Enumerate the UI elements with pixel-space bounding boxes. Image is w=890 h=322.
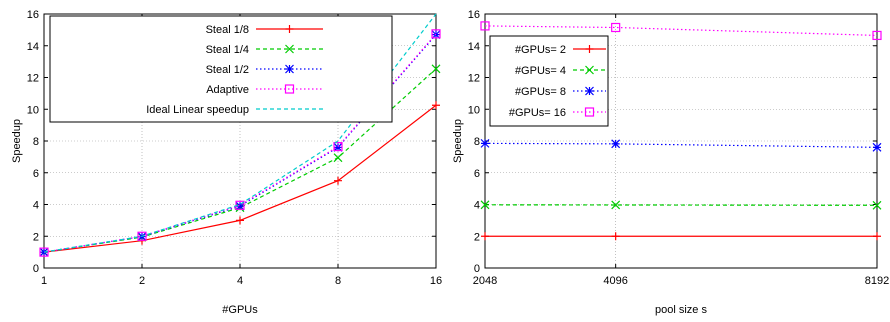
data-point [611, 22, 621, 33]
x-axis-label: #GPUs [222, 304, 258, 316]
y-tick-label: 8 [33, 136, 39, 148]
x-tick-label: 4 [237, 275, 243, 287]
legend-label: #GPUs= 4 [515, 65, 566, 77]
y-tick-label: 16 [468, 9, 480, 21]
data-point [333, 153, 343, 163]
data-point [432, 101, 440, 110]
data-point [39, 247, 49, 257]
data-point [137, 231, 147, 241]
legend-label: Adaptive [206, 84, 249, 96]
y-tick-label: 8 [474, 136, 480, 148]
data-point [235, 201, 245, 211]
legend-marker [584, 107, 595, 117]
y-tick-label: 2 [474, 231, 480, 243]
legend: Steal 1/8 Steal 1/4 Steal 1/2 Adaptive Ideal… [49, 15, 393, 123]
legend-box [489, 35, 609, 127]
legend-marker [585, 45, 594, 53]
legend-marker [285, 44, 294, 54]
x-tick-label: 8 [335, 275, 341, 287]
series-line [484, 142, 878, 148]
legend-marker [285, 64, 294, 74]
x-tick-label: 4096 [603, 275, 627, 287]
y-tick-label: 2 [33, 231, 39, 243]
legend-label: Steal 1/8 [206, 24, 249, 36]
data-point [431, 64, 441, 74]
x-tick-label: 2048 [473, 275, 497, 287]
data-point [872, 142, 882, 152]
data-point [611, 139, 621, 149]
legend-label: Steal 1/2 [206, 64, 249, 76]
y-axis-label: Speedup [452, 119, 464, 163]
legend-label: #GPUs= 16 [509, 107, 566, 119]
x-tick-label: 16 [430, 275, 442, 287]
y-tick-label: 0 [474, 263, 480, 275]
data-point [611, 200, 621, 210]
data-point [872, 200, 882, 210]
series-4 [39, 29, 441, 257]
series-2 [480, 200, 882, 210]
series-1 [40, 101, 440, 257]
legend-marker [585, 86, 594, 96]
legend-label: #GPUs= 2 [515, 44, 566, 56]
legend-label: Ideal Linear speedup [146, 104, 249, 116]
y-tick-label: 10 [468, 104, 480, 116]
x-tick-label: 8192 [865, 275, 889, 287]
data-point [872, 30, 882, 41]
x-axis-label: pool size s [655, 304, 707, 316]
x-tick-label: 2 [139, 275, 145, 287]
data-point [333, 141, 343, 152]
data-point [236, 216, 244, 225]
y-tick-label: 12 [27, 73, 39, 85]
data-point [873, 232, 881, 241]
y-tick-label: 16 [27, 9, 39, 21]
series-line [484, 25, 878, 37]
y-tick-label: 14 [27, 41, 39, 53]
legend-label: #GPUs= 8 [515, 86, 566, 98]
series-1 [481, 232, 881, 241]
legend-marker [585, 65, 594, 75]
data-point [480, 21, 490, 31]
data-point [480, 200, 490, 210]
data-point [431, 29, 441, 39]
y-tick-label: 12 [468, 73, 480, 85]
y-tick-label: 0 [33, 263, 39, 275]
data-point [333, 142, 343, 152]
y-axis-label: Speedup [11, 119, 23, 163]
y-tick-label: 10 [27, 104, 39, 116]
data-point [334, 176, 342, 185]
data-point [480, 138, 490, 148]
y-tick-label: 4 [474, 200, 480, 212]
legend-label: Steal 1/4 [206, 44, 249, 56]
legend: #GPUs= 2 #GPUs= 4 #GPUs= 8 #GPUs= 16 [489, 35, 609, 127]
y-tick-label: 6 [474, 168, 480, 180]
y-tick-label: 14 [468, 41, 480, 53]
legend-marker [285, 25, 294, 33]
series-3 [480, 138, 882, 152]
data-point [481, 232, 489, 241]
legend-box [49, 15, 393, 123]
chart-panel-2: 0 2 4 6 8 10 12 14 16 2048 4096 8192 pool size s Spee… [452, 9, 889, 316]
series-4 [480, 21, 882, 41]
y-tick-label: 4 [33, 200, 39, 212]
legend-marker [284, 84, 295, 94]
x-tick-label: 1 [41, 275, 47, 287]
y-tick-label: 6 [33, 168, 39, 180]
data-point [611, 232, 620, 241]
